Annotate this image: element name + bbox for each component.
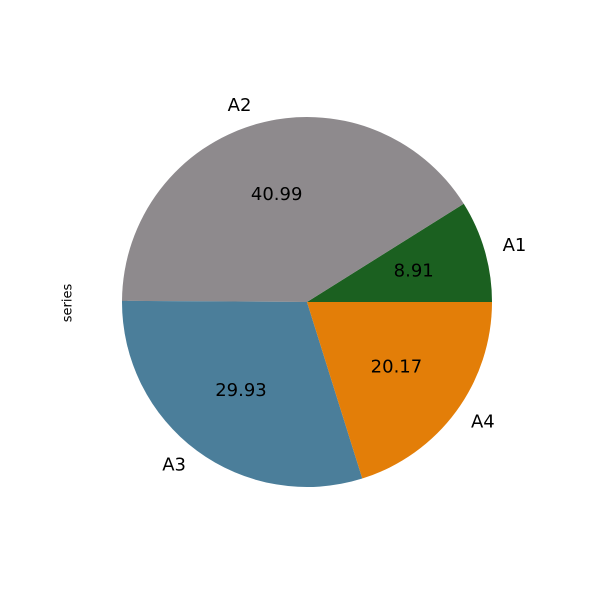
pie-slice-a2 (122, 116, 464, 302)
labels-layer: 8.91 A1 40.99 A2 29.93 A3 20.17 A4 (162, 95, 526, 475)
slice-value-label-a1: 8.91 (394, 260, 434, 281)
slice-value-label-a4: 20.17 (371, 357, 423, 378)
pie-slice-a3 (122, 300, 363, 488)
slice-category-label-a1: A1 (503, 235, 527, 256)
slice-category-label-a2: A2 (228, 95, 252, 116)
slice-value-label-a2: 40.99 (251, 184, 303, 205)
slice-value-label-a3: 29.93 (215, 380, 267, 401)
y-axis-label: series (61, 284, 76, 323)
slice-category-label-a4: A4 (471, 411, 495, 432)
pie-slice-a4 (307, 302, 493, 479)
pie-slice-a1 (307, 203, 492, 302)
slices-layer (122, 116, 493, 488)
slice-category-label-a3: A3 (162, 455, 186, 476)
